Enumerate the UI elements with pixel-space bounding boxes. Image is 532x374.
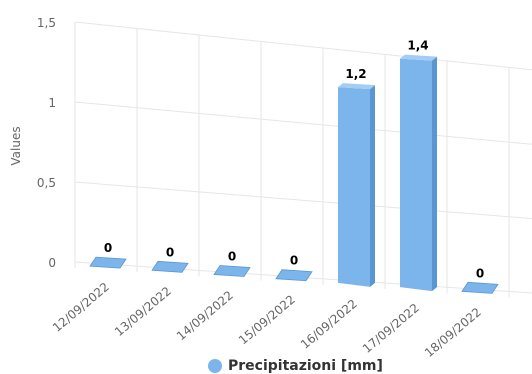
bar-flat [213,265,251,277]
bar-18/09/2022[interactable] [461,281,499,294]
bar-14/09/2022[interactable] [213,265,251,277]
data-label: 0 [476,266,484,280]
y-tick-label: 0 [48,256,56,270]
bar-13/09/2022[interactable] [151,260,189,273]
gridline-horizontal [74,181,532,220]
bar-flat [151,260,189,273]
y-tick-label: 1,5 [37,16,56,30]
chart-grid [74,21,532,298]
legend-series-marker [208,358,222,373]
data-label: 1,2 [345,67,366,81]
x-tick-label: 16/09/2022 [298,296,360,351]
bar-15/09/2022[interactable] [275,269,313,282]
bar-face [400,58,432,292]
bar-12/09/2022[interactable] [89,256,127,269]
y-axis-ticks: 0 0,5 1 1,5 [37,16,56,270]
x-tick-label: 15/09/2022 [236,292,298,347]
x-tick-label: 14/09/2022 [174,288,236,343]
y-axis-title: Values [9,126,23,165]
bar-side [370,85,375,287]
data-label: 1,4 [407,39,428,53]
bar-flat [89,256,127,269]
data-label: 0 [166,245,174,259]
gridline-horizontal [74,101,532,145]
bar-16/09/2022[interactable] [338,83,375,287]
bar-face [338,87,370,287]
legend[interactable]: Precipitazioni [mm] [208,357,383,374]
bar-top [400,54,437,61]
legend-series-label: Precipitazioni [mm] [228,357,383,374]
bar-top [338,83,375,90]
x-tick-label: 18/09/2022 [422,305,484,360]
data-label: 0 [290,254,298,268]
bar-17/09/2022[interactable] [400,54,437,292]
bar-side [432,56,437,292]
x-tick-label: 13/09/2022 [112,284,174,339]
data-labels: 0 0 0 0 1,2 1,4 0 [102,37,485,282]
x-tick-label: 17/09/2022 [360,301,422,356]
x-tick-label: 12/09/2022 [50,280,112,335]
data-label: 0 [104,241,112,255]
data-label: 0 [228,250,236,264]
bar-flat [275,269,313,282]
y-tick-label: 0,5 [37,176,56,190]
gridline-horizontal [74,21,532,71]
chart-bars [89,54,499,294]
y-tick-label: 1 [48,96,56,110]
x-axis-ticks: 12/09/2022 13/09/2022 14/09/2022 15/09/2022… [50,280,484,360]
bar-flat [461,281,499,294]
